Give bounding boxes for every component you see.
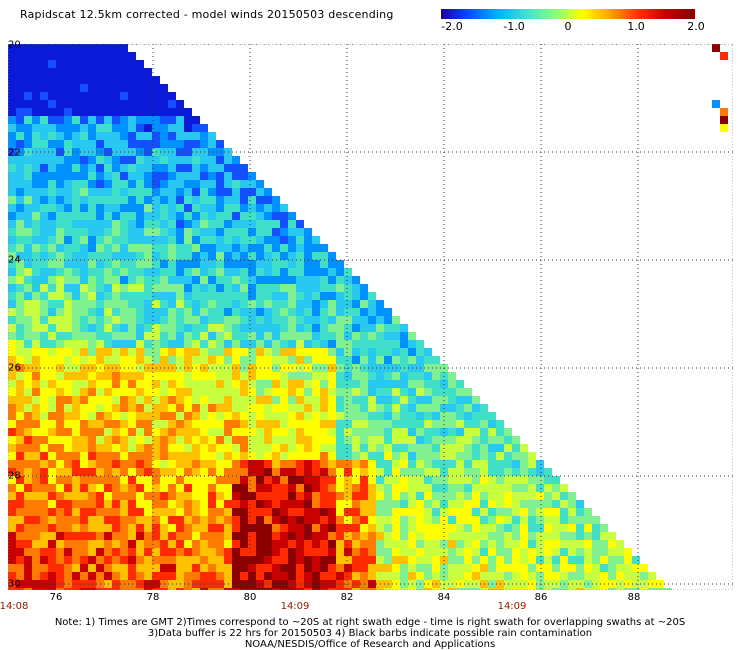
colorbar-label-0: 0: [564, 20, 572, 33]
lon-label-78: 78: [146, 592, 160, 603]
colorbar-label-neg2: -2.0: [441, 20, 463, 33]
lat-label-30: 30: [8, 578, 21, 590]
lon-label-88: 88: [627, 592, 641, 603]
time-label-right: 14:09: [497, 601, 527, 612]
time-label-middle: 14:09: [280, 601, 310, 612]
lon-label-76: 76: [49, 592, 63, 603]
wind-difference-map: [8, 44, 733, 590]
grid-lines: [8, 44, 733, 590]
note-line-1: Note: 1) Times are GMT 2)Times correspon…: [54, 617, 686, 628]
colorbar-label-1: 1.0: [627, 20, 645, 33]
note-line-2: 3)Data buffer is 22 hrs for 20150503 4) …: [147, 628, 593, 639]
colorbar-label-neg1: -1.0: [503, 20, 525, 33]
lon-label-86: 86: [534, 592, 548, 603]
time-label-left: 14:08: [0, 601, 29, 612]
note-line-3: NOAA/NESDIS/Office of Research and Appli…: [244, 639, 496, 650]
colorbar: [441, 9, 695, 19]
colorbar-label-2: 2.0: [687, 20, 705, 33]
swath-cells: [8, 44, 728, 590]
chart-title: Rapidscat 12.5km corrected - model winds…: [20, 8, 394, 21]
lat-label-22: 22: [8, 147, 21, 159]
lon-label-80: 80: [243, 592, 257, 603]
lat-label-28: 28: [8, 470, 21, 482]
lon-label-82: 82: [340, 592, 354, 603]
lat-label-20: 20: [8, 39, 21, 51]
lat-label-26: 26: [8, 362, 21, 374]
lon-label-84: 84: [437, 592, 451, 603]
lat-label-24: 24: [8, 254, 21, 266]
